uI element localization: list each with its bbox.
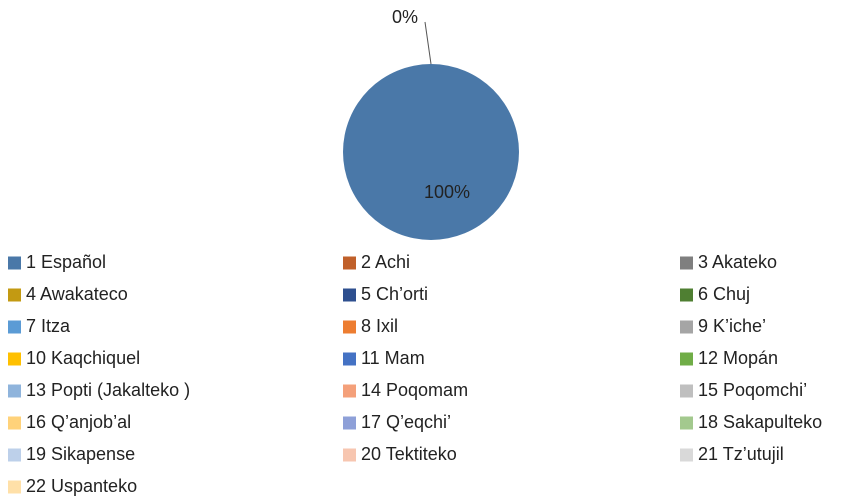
legend-label: 9 K’iche’ xyxy=(698,316,766,336)
legend-label: 3 Akateko xyxy=(698,252,777,272)
legend-swatch xyxy=(8,288,21,302)
legend-swatch xyxy=(343,416,356,430)
legend-label: 1 Español xyxy=(26,252,106,272)
legend-label: 20 Tektiteko xyxy=(361,444,457,464)
legend-label: 6 Chuj xyxy=(698,284,750,304)
legend-swatch xyxy=(8,448,21,462)
legend-swatch xyxy=(8,384,21,398)
legend-label: 7 Itza xyxy=(26,316,71,336)
legend-label: 4 Awakateco xyxy=(26,284,128,304)
legend-label: 15 Poqomchi’ xyxy=(698,380,807,400)
legend-label: 14 Poqomam xyxy=(361,380,468,400)
data-label: 0% xyxy=(392,7,418,27)
legend-swatch xyxy=(343,384,356,398)
legend-label: 2 Achi xyxy=(361,252,410,272)
legend-swatch xyxy=(680,384,693,398)
legend-label: 12 Mopán xyxy=(698,348,778,368)
legend-swatch xyxy=(343,448,356,462)
legend-swatch xyxy=(8,320,21,334)
legend-swatch xyxy=(680,416,693,430)
legend-label: 5 Ch’orti xyxy=(361,284,428,304)
legend-swatch xyxy=(8,256,21,270)
data-label: 100% xyxy=(424,182,470,202)
legend-swatch xyxy=(8,416,21,430)
legend-swatch xyxy=(680,352,693,366)
pie-slice xyxy=(343,64,519,240)
leader-line xyxy=(424,21,432,65)
legend-swatch xyxy=(8,480,21,494)
legend-label: 10 Kaqchiquel xyxy=(26,348,140,368)
legend-label: 21 Tz’utujil xyxy=(698,444,784,464)
legend-swatch xyxy=(343,256,356,270)
legend-swatch xyxy=(343,288,356,302)
legend-label: 17 Q’eqchi’ xyxy=(361,412,451,432)
legend-label: 19 Sikapense xyxy=(26,444,135,464)
legend-swatch xyxy=(8,352,21,366)
legend-swatch xyxy=(680,320,693,334)
legend-swatch xyxy=(680,448,693,462)
legend-label: 18 Sakapulteko xyxy=(698,412,822,432)
legend-swatch xyxy=(680,288,693,302)
legend-label: 22 Uspanteko xyxy=(26,476,137,496)
legend-label: 16 Q’anjob’al xyxy=(26,412,131,432)
legend-label: 13 Popti (Jakalteko ) xyxy=(26,380,190,400)
legend-label: 8 Ixil xyxy=(361,316,398,336)
legend-label: 11 Mam xyxy=(361,348,425,368)
legend-swatch xyxy=(343,352,356,366)
legend-swatch xyxy=(343,320,356,334)
legend-swatch xyxy=(680,256,693,270)
